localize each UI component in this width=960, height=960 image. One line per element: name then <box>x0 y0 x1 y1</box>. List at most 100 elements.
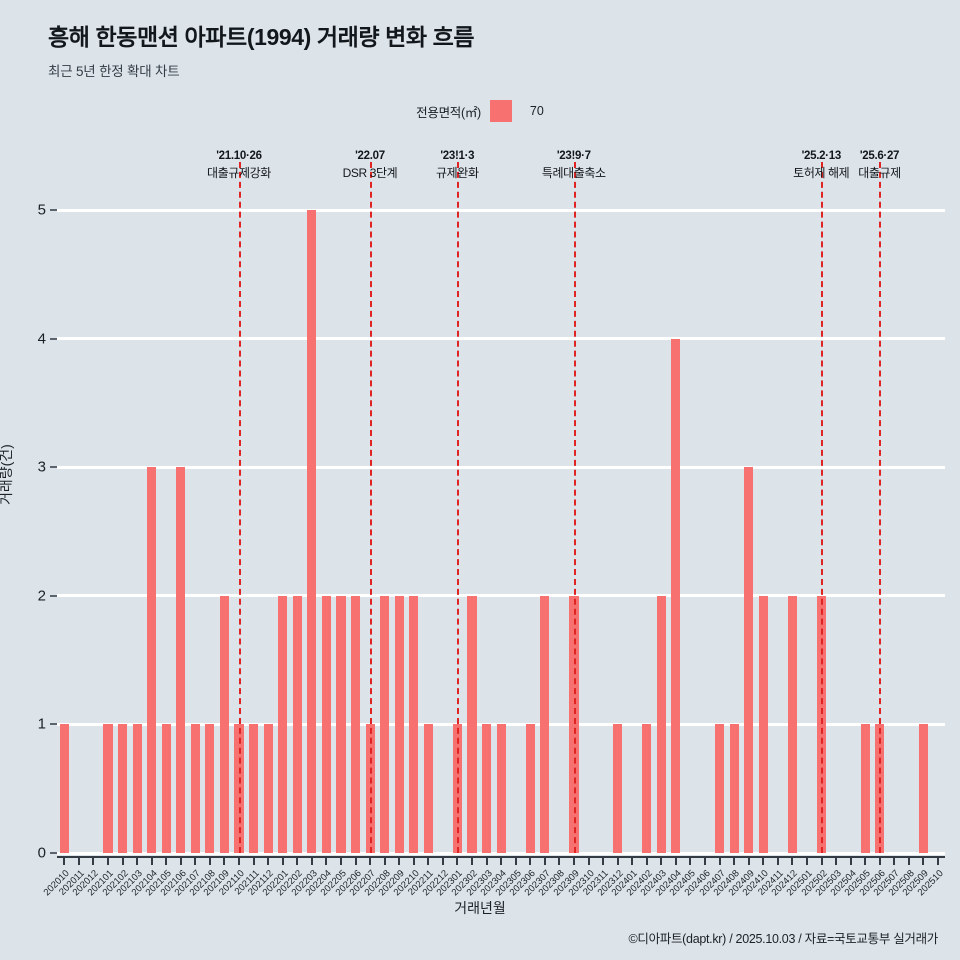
bar-slot[interactable] <box>683 210 698 853</box>
bar-slot[interactable] <box>159 210 174 853</box>
bar-slot[interactable] <box>392 210 407 853</box>
x-tickmark-202212 <box>441 856 444 865</box>
bar-202206[interactable] <box>350 595 361 853</box>
bar-slot[interactable] <box>902 210 917 853</box>
bar-202410[interactable] <box>758 595 768 853</box>
bar-202103[interactable] <box>132 724 142 853</box>
bar-202201[interactable] <box>278 595 288 853</box>
bar-slot[interactable] <box>188 210 203 853</box>
bar-slot[interactable] <box>334 210 349 853</box>
bar-202404[interactable] <box>671 338 681 853</box>
bar-slot[interactable] <box>203 210 218 853</box>
bar-202208[interactable] <box>380 595 390 853</box>
bar-slot[interactable] <box>610 210 625 853</box>
bar-slot[interactable] <box>72 210 87 853</box>
bar-slot[interactable] <box>174 210 189 853</box>
bar-slot[interactable] <box>829 210 844 853</box>
bar-202303[interactable] <box>482 724 492 853</box>
bar-slot[interactable] <box>931 210 946 853</box>
bar-slot[interactable] <box>654 210 669 853</box>
x-tick-slot <box>508 856 523 865</box>
bar-202106[interactable] <box>176 467 186 853</box>
bar-slot[interactable] <box>377 210 392 853</box>
bar-slot[interactable] <box>421 210 436 853</box>
x-tickmark-202203 <box>310 856 313 865</box>
event-label-202309: '23!9·7 특례대출축소 <box>542 148 606 182</box>
bar-202209[interactable] <box>394 595 404 853</box>
bar-slot[interactable] <box>887 210 902 853</box>
bar-slot[interactable] <box>625 210 640 853</box>
bar-202210[interactable] <box>409 595 419 853</box>
x-tickmark-202201 <box>281 856 284 865</box>
bar-slot[interactable] <box>698 210 713 853</box>
bar-202304[interactable] <box>496 724 506 853</box>
bar-slot[interactable] <box>640 210 655 853</box>
bar-slot[interactable] <box>261 210 276 853</box>
bar-202509[interactable] <box>918 724 929 853</box>
bar-slot[interactable] <box>479 210 494 853</box>
bar-slot[interactable] <box>785 210 800 853</box>
bar-202306[interactable] <box>525 724 535 853</box>
bar-slot[interactable] <box>436 210 451 853</box>
bar-slot[interactable] <box>916 210 931 853</box>
bar-202010[interactable] <box>59 724 69 853</box>
bar-slot[interactable] <box>756 210 771 853</box>
bar-202202[interactable] <box>292 595 302 853</box>
x-tick-slot <box>843 856 858 865</box>
bar-slot[interactable] <box>596 210 611 853</box>
bar-202307[interactable] <box>540 595 550 853</box>
bar-slot[interactable] <box>581 210 596 853</box>
bar-202204[interactable] <box>321 595 331 853</box>
bar-202104[interactable] <box>147 467 157 853</box>
bar-202111[interactable] <box>249 724 259 853</box>
bar-slot[interactable] <box>494 210 509 853</box>
bar-202102[interactable] <box>117 724 128 853</box>
bar-202312[interactable] <box>613 724 623 853</box>
bar-slot[interactable] <box>115 210 130 853</box>
bar-202205[interactable] <box>336 595 346 853</box>
bar-202108[interactable] <box>205 724 215 853</box>
x-tick-slot <box>552 856 567 865</box>
bar-202203[interactable] <box>307 210 317 853</box>
bar-slot[interactable] <box>669 210 684 853</box>
bar-202408[interactable] <box>729 724 739 853</box>
bar-slot[interactable] <box>741 210 756 853</box>
bar-202302[interactable] <box>467 595 477 853</box>
bar-slot[interactable] <box>407 210 422 853</box>
bar-slot[interactable] <box>538 210 553 853</box>
bar-slot[interactable] <box>246 210 261 853</box>
bar-202101[interactable] <box>103 724 113 853</box>
bar-slot[interactable] <box>144 210 159 853</box>
bar-202112[interactable] <box>263 724 273 853</box>
bar-202407[interactable] <box>715 724 725 853</box>
bar-slot[interactable] <box>727 210 742 853</box>
bar-202409[interactable] <box>744 467 754 853</box>
bar-slot[interactable] <box>523 210 538 853</box>
bar-202105[interactable] <box>161 724 171 853</box>
bar-slot[interactable] <box>771 210 786 853</box>
bar-slot[interactable] <box>130 210 145 853</box>
bar-202211[interactable] <box>423 724 433 853</box>
bar-slot[interactable] <box>712 210 727 853</box>
bar-slot[interactable] <box>843 210 858 853</box>
bar-slot[interactable] <box>305 210 320 853</box>
bar-slot[interactable] <box>508 210 523 853</box>
bar-202109[interactable] <box>219 595 230 853</box>
bar-slot[interactable] <box>465 210 480 853</box>
bar-slot[interactable] <box>101 210 116 853</box>
bar-slot[interactable] <box>348 210 363 853</box>
bar-202505[interactable] <box>860 724 870 853</box>
bar-202403[interactable] <box>656 595 666 853</box>
bar-202412[interactable] <box>787 595 797 853</box>
bar-slot[interactable] <box>552 210 567 853</box>
bar-slot[interactable] <box>217 210 232 853</box>
bar-slot[interactable] <box>290 210 305 853</box>
bar-slot[interactable] <box>800 210 815 853</box>
bar-202107[interactable] <box>190 724 200 853</box>
bar-202402[interactable] <box>642 724 652 853</box>
bar-slot[interactable] <box>858 210 873 853</box>
bar-slot[interactable] <box>275 210 290 853</box>
bar-slot[interactable] <box>319 210 334 853</box>
bar-slot[interactable] <box>57 210 72 853</box>
bar-slot[interactable] <box>86 210 101 853</box>
